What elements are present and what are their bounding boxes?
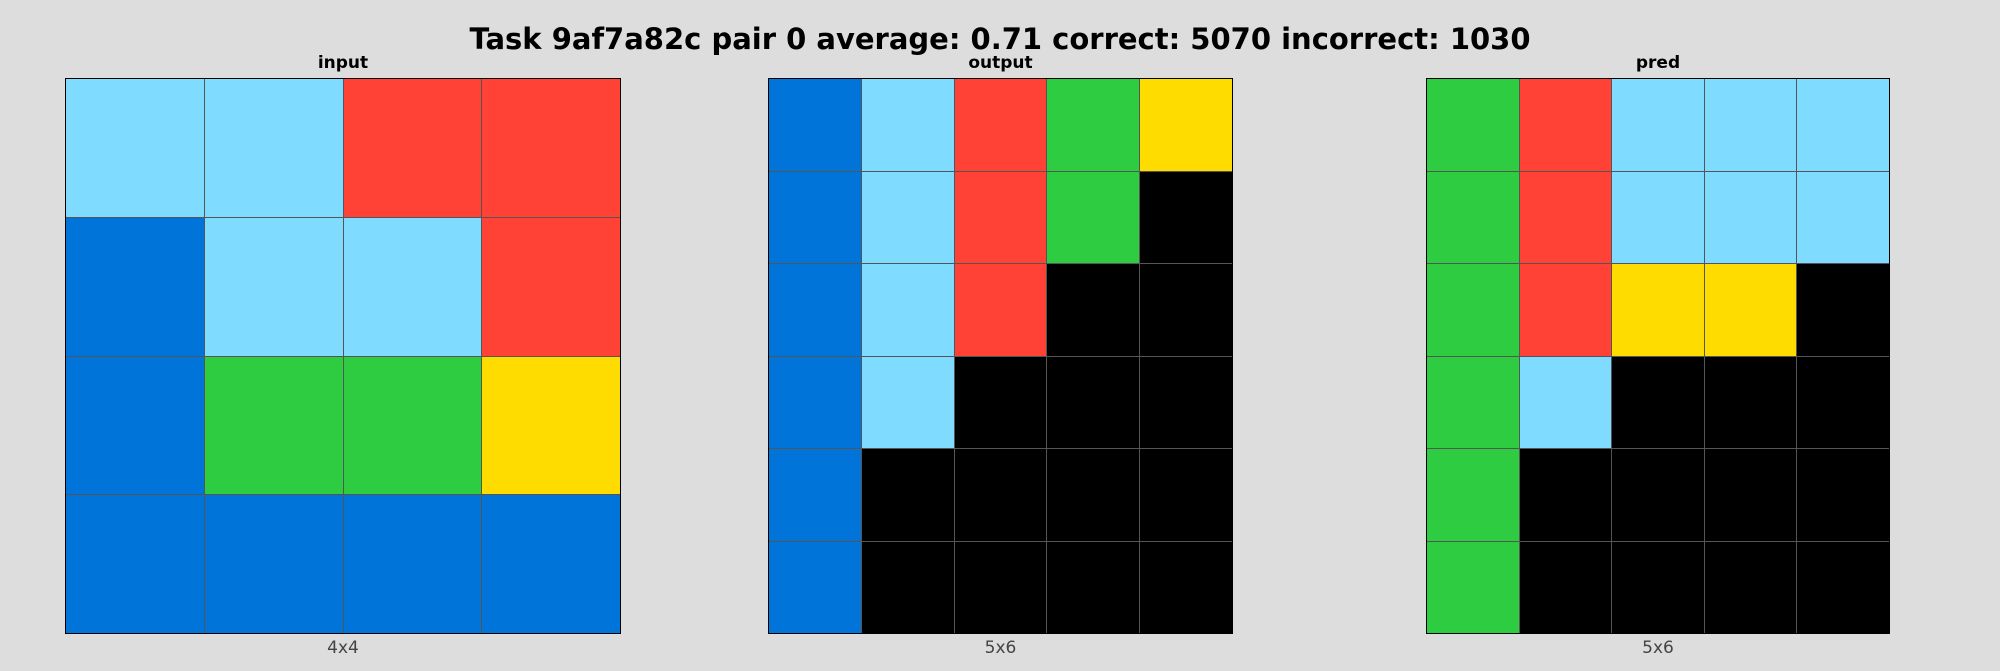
pred-cell	[1519, 541, 1612, 633]
input-cell	[343, 495, 482, 633]
pred-cell	[1427, 541, 1519, 633]
pred-cell	[1519, 79, 1612, 171]
pred-cell	[1519, 356, 1612, 448]
pred-cell	[1427, 79, 1519, 171]
input-cell	[343, 356, 482, 495]
pred-cell	[1612, 171, 1704, 263]
output-cell	[1140, 79, 1232, 171]
output-cell	[1140, 356, 1232, 448]
input-cell	[343, 217, 482, 356]
output-cell	[954, 171, 1047, 263]
figure-title: Task 9af7a82c pair 0 average: 0.71 corre…	[469, 22, 1531, 56]
pred-cell	[1519, 264, 1612, 356]
output-cell	[954, 541, 1047, 633]
output-cell	[1140, 541, 1232, 633]
pred-cell	[1704, 541, 1797, 633]
output-cell	[1140, 264, 1232, 356]
output-cell	[954, 264, 1047, 356]
pred-panel-title: pred	[1635, 53, 1681, 73]
output-cell	[861, 449, 954, 541]
input-cell	[482, 79, 620, 217]
pred-size-label: 5x6	[1642, 638, 1674, 658]
pred-cell	[1704, 79, 1797, 171]
output-cell	[861, 541, 954, 633]
output-cell	[1140, 171, 1232, 263]
input-cell	[343, 79, 482, 217]
pred-cell	[1612, 541, 1704, 633]
input-cell	[482, 217, 620, 356]
output-cell	[769, 79, 861, 171]
output-cell	[769, 356, 861, 448]
input-size-label: 4x4	[327, 638, 359, 658]
pred-cell	[1427, 449, 1519, 541]
pred-cell	[1704, 356, 1797, 448]
pred-cell	[1797, 171, 1889, 263]
pred-cell	[1612, 79, 1704, 171]
input-cell	[204, 79, 343, 217]
output-panel-title: output	[968, 53, 1033, 73]
pred-cell	[1704, 264, 1797, 356]
output-size-label: 5x6	[984, 638, 1017, 658]
pred-cell	[1704, 449, 1797, 541]
pred-cell	[1612, 264, 1704, 356]
output-cell	[861, 79, 954, 171]
pred-cell	[1519, 449, 1612, 541]
input-cell	[66, 495, 204, 633]
input-cell	[66, 356, 204, 495]
output-cell	[1047, 356, 1140, 448]
pred-cell	[1797, 449, 1889, 541]
pred-cell	[1797, 264, 1889, 356]
output-cell	[861, 264, 954, 356]
pred-cell	[1797, 356, 1889, 448]
pred-cell	[1427, 356, 1519, 448]
output-grid	[768, 78, 1233, 634]
output-cell	[1047, 79, 1140, 171]
input-cell	[204, 217, 343, 356]
pred-cell	[1427, 264, 1519, 356]
pred-cell	[1797, 79, 1889, 171]
output-cell	[861, 356, 954, 448]
output-cell	[1047, 449, 1140, 541]
output-cell	[1140, 449, 1232, 541]
input-panel-title: input	[317, 53, 369, 73]
output-cell	[769, 171, 861, 263]
input-cell	[482, 495, 620, 633]
input-cell	[204, 495, 343, 633]
output-cell	[954, 449, 1047, 541]
output-cell	[954, 356, 1047, 448]
pred-cell	[1427, 171, 1519, 263]
input-grid	[65, 78, 621, 634]
pred-cell	[1519, 171, 1612, 263]
output-cell	[769, 264, 861, 356]
pred-panel: pred 5x6	[1426, 53, 1890, 663]
output-cell	[1047, 541, 1140, 633]
pred-grid	[1426, 78, 1890, 634]
output-cell	[954, 79, 1047, 171]
output-cell	[1047, 264, 1140, 356]
pred-cell	[1797, 541, 1889, 633]
output-cell	[861, 171, 954, 263]
pred-cell	[1612, 449, 1704, 541]
output-cell	[769, 541, 861, 633]
pred-cell	[1704, 171, 1797, 263]
pred-cell	[1612, 356, 1704, 448]
input-cell	[66, 217, 204, 356]
input-cell	[66, 79, 204, 217]
output-cell	[1047, 171, 1140, 263]
output-panel: output 5x6	[768, 53, 1233, 663]
input-panel: input 4x4	[65, 53, 621, 663]
input-cell	[482, 356, 620, 495]
input-cell	[204, 356, 343, 495]
output-cell	[769, 449, 861, 541]
